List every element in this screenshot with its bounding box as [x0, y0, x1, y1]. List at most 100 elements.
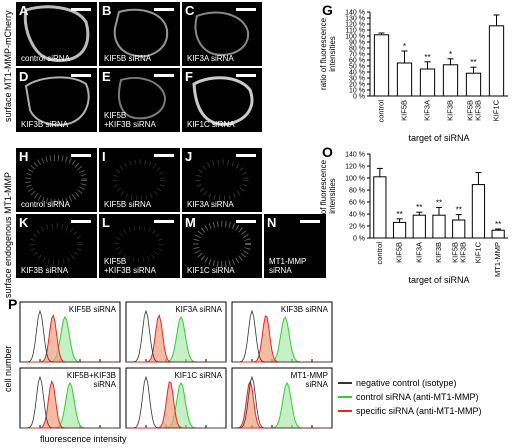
bar: [465, 72, 482, 97]
y-axis-label-line: intensities: [328, 36, 337, 72]
panel-caption: KIF3A siRNA: [187, 54, 234, 63]
legend-swatch: [338, 396, 352, 398]
x-tick-label-line: KIF3B: [446, 100, 455, 121]
x-tick-label: KIF1C: [492, 99, 501, 121]
x-tick-label: KIF3B: [434, 242, 443, 263]
histogram-panel: KIF1C siRNA: [125, 367, 227, 429]
panel-letter: F: [185, 69, 193, 84]
scale-bar: [236, 220, 256, 223]
histogram-grid: KIF5B siRNA KIF3A siRNA KIF3B siRNA KIF5B+K…: [19, 301, 333, 429]
legend-item-specific-sirna: specific siRNA (anti-MT1-MMP): [338, 404, 482, 418]
histogram-panel-label: MT1-MMP siRNA: [291, 371, 329, 389]
panel-letter: H: [19, 149, 29, 164]
micrograph-panel-f: F KIF1C siRNA: [182, 68, 262, 132]
panel-letter: L: [102, 215, 110, 230]
legend-label: negative control (isotype): [356, 378, 457, 388]
x-tick-label: KIF5B: [400, 100, 409, 121]
panel-letter: N: [267, 215, 277, 230]
panel-caption: KIF3B siRNA: [21, 120, 69, 129]
scale-bar: [236, 154, 256, 157]
histogram-panel-label-line: KIF5B siRNA: [69, 305, 117, 314]
scale-bar: [154, 220, 174, 223]
y-tick-label: 110 %: [346, 28, 365, 35]
histogram-panel-label-line: KIF3B siRNA: [281, 305, 329, 314]
negative-control-curve: [20, 375, 120, 429]
y-tick-label: 70 %: [349, 52, 365, 59]
scale-bar: [71, 154, 91, 157]
y-tick-label: 50 %: [349, 64, 365, 71]
histogram-panel-label-line: KIF1C siRNA: [174, 371, 222, 380]
cell-outline-c: [194, 11, 250, 56]
bar: [471, 184, 486, 239]
x-tick-label-line: control: [377, 100, 386, 123]
bar: [373, 176, 387, 239]
y-axis-label: ratio of fluorescenceintensities: [319, 159, 337, 232]
y-tick-label: 130 %: [345, 16, 365, 23]
bar: [488, 25, 505, 97]
legend-swatch: [338, 410, 352, 412]
micrograph-panel-n: N MT1-MMP siRNA: [264, 214, 326, 278]
panel-caption: KIF5B siRNA: [104, 54, 152, 63]
legend-item-control-sirna: control siRNA (anti-MT1-MMP): [338, 390, 482, 404]
histogram-panel-label: KIF3B siRNA: [281, 305, 329, 314]
histogram-panel-label: KIF3A siRNA: [175, 305, 222, 314]
x-tick-label: KIF3B: [446, 100, 455, 121]
x-tick-label: MT1-MMP: [493, 242, 502, 277]
negative-control-curve: [232, 375, 332, 429]
histogram-panel-label: KIF5B+KIF3B siRNA: [67, 371, 117, 389]
x-tick-label-line: KIF5B: [395, 242, 404, 263]
y-tick-label: 20 %: [349, 224, 365, 231]
bar: [452, 219, 466, 239]
significance-mark: **: [495, 220, 501, 229]
micrograph-panel-a: A control siRNA: [16, 2, 97, 66]
x-tick-label: KIF5BKIF3B: [451, 242, 468, 263]
label-cell-number: cell number: [3, 345, 13, 392]
label-surface-mt1mmp-mcherry: surface MT1-MMP-mCherry: [3, 10, 13, 122]
cell-outline-f: [192, 76, 254, 126]
x-tick-label-line: KIF3A: [423, 100, 432, 121]
cell-outline-d: [24, 76, 90, 126]
x-tick-label-line: KIF3B: [459, 242, 468, 263]
y-tick-label: 100 %: [345, 176, 365, 183]
panel-letter: J: [185, 149, 193, 164]
x-tick-label: KIF3A: [423, 100, 432, 121]
panel-letter: I: [102, 149, 106, 164]
x-tick-label-line: KIF5B: [466, 100, 475, 121]
cell-outline-b: [113, 8, 169, 58]
micrograph-panel-m: M KIF1C siRNA: [182, 214, 262, 278]
panel-letter-o: O: [322, 144, 333, 160]
scale-bar: [300, 220, 320, 223]
scale-bar: [71, 8, 91, 11]
x-tick-label-line: KIF5B: [451, 242, 460, 263]
significance-mark: **: [436, 198, 442, 207]
y-tick-label: 80 %: [349, 46, 365, 53]
speckle-k: [29, 223, 83, 265]
panel-letter: A: [19, 3, 29, 18]
y-tick-label: 90 %: [349, 40, 365, 47]
x-tick-label-line: KIF5B: [400, 100, 409, 121]
y-tick-label: 140 %: [345, 152, 365, 159]
speckle-j: [195, 159, 249, 201]
scale-bar: [236, 74, 256, 77]
y-tick-label: 140 %: [345, 10, 365, 17]
y-tick-label: 120 %: [345, 22, 365, 29]
x-tick-label: control: [375, 242, 384, 265]
bar: [432, 214, 446, 239]
histogram-panel: KIF5B siRNA: [19, 301, 121, 363]
y-tick-label: 120 %: [345, 164, 365, 171]
panel-letter: B: [102, 3, 112, 18]
panel-letter-p: P: [8, 296, 18, 312]
panel-caption: KIF3B siRNA: [21, 266, 69, 275]
y-axis-label-line: ratio of fluorescence: [319, 159, 328, 232]
y-tick-label: 60 %: [349, 200, 365, 207]
panel-caption: KIF1C siRNA: [187, 120, 235, 129]
histogram-panel: KIF3B siRNA: [231, 301, 333, 363]
significance-mark: *: [403, 42, 406, 51]
y-tick-label: 10 %: [349, 88, 365, 95]
legend: negative control (isotype) control siRNA…: [338, 376, 482, 418]
x-tick-label-line: control: [375, 242, 384, 265]
x-axis-label: target of siRNA: [408, 275, 469, 285]
y-tick-label: 30 %: [349, 76, 365, 83]
panel-caption: KIF5B +KIF3B siRNA: [104, 111, 156, 129]
bar: [396, 62, 413, 97]
